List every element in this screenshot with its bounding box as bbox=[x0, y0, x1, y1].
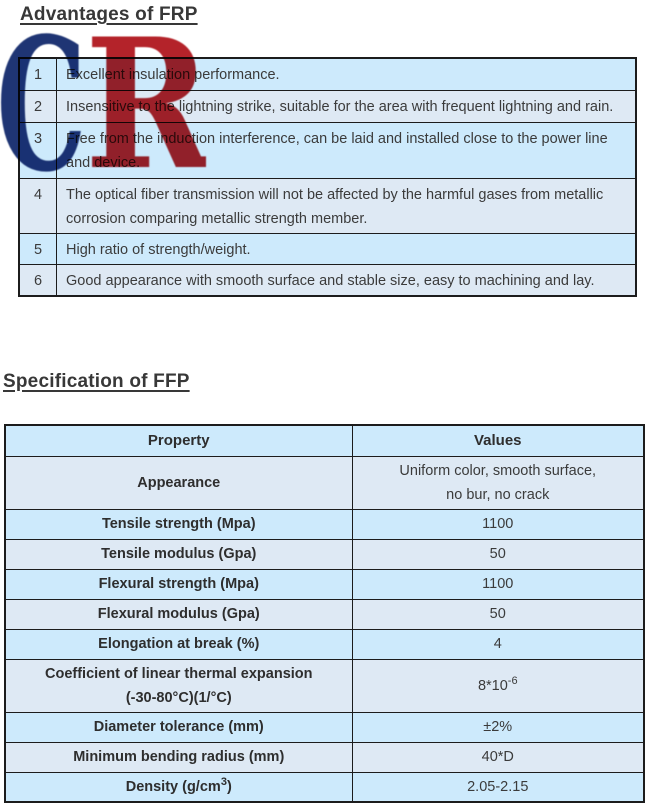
property-cell: Density (g/cm3) bbox=[4, 771, 353, 803]
table-row: Density (g/cm3) 2.05-2.15 bbox=[4, 771, 645, 803]
value-base: 8*10 bbox=[477, 677, 508, 694]
value-cell: 40*D bbox=[351, 741, 645, 773]
advantage-text: Free from the induction interference, ca… bbox=[56, 121, 637, 179]
table-row: 3 Free from the induction interference, … bbox=[18, 121, 637, 179]
values-column-header: Values bbox=[351, 424, 645, 457]
row-number: 4 bbox=[18, 177, 57, 234]
value-cell: ±2% bbox=[351, 711, 645, 743]
property-column-header: Property bbox=[4, 424, 353, 457]
property-suffix: ) bbox=[226, 778, 232, 795]
table-row: Tensile strength (Mpa) 1100 bbox=[4, 508, 645, 540]
advantages-table: 1 Excellent insulation performance. 2 In… bbox=[18, 57, 637, 297]
property-cell: Coefficient of linear thermal expansion … bbox=[4, 658, 353, 713]
table-row: Minimum bending radius (mm) 40*D bbox=[4, 741, 645, 773]
table-row: Appearance Uniform color, smooth surface… bbox=[4, 455, 645, 510]
property-cell: Tensile strength (Mpa) bbox=[4, 508, 353, 540]
row-number: 1 bbox=[18, 57, 57, 91]
table-row: Tensile modulus (Gpa) 50 bbox=[4, 538, 645, 570]
value-cell: 1100 bbox=[351, 508, 645, 540]
table-row: 1 Excellent insulation performance. bbox=[18, 57, 637, 91]
value-cell: 1100 bbox=[351, 568, 645, 600]
property-cell: Flexural modulus (Gpa) bbox=[4, 598, 353, 630]
property-cell: Appearance bbox=[4, 455, 353, 510]
table-row: Flexural strength (Mpa) 1100 bbox=[4, 568, 645, 600]
property-cell: Elongation at break (%) bbox=[4, 628, 353, 660]
advantage-text: High ratio of strength/weight. bbox=[56, 232, 637, 265]
table-header-row: Property Values bbox=[4, 424, 645, 457]
row-number: 3 bbox=[18, 121, 57, 179]
table-row: 6 Good appearance with smooth surface an… bbox=[18, 263, 637, 296]
table-row: 4 The optical fiber transmission will no… bbox=[18, 177, 637, 234]
property-superscript: 3 bbox=[220, 775, 227, 788]
row-number: 6 bbox=[18, 263, 57, 296]
property-cell: Flexural strength (Mpa) bbox=[4, 568, 353, 600]
value-line: Uniform color, smooth surface, bbox=[399, 462, 597, 479]
value-cell: 2.05-2.15 bbox=[351, 771, 645, 803]
advantage-text: Excellent insulation performance. bbox=[56, 57, 637, 91]
property-line: (-30-80°C)(1/°C) bbox=[125, 689, 232, 706]
property-base: Density (g/cm bbox=[125, 778, 221, 795]
table-row: 5 High ratio of strength/weight. bbox=[18, 232, 637, 265]
value-cell: 8*10-6 bbox=[351, 658, 645, 713]
table-row: Flexural modulus (Gpa) 50 bbox=[4, 598, 645, 630]
table-row: Coefficient of linear thermal expansion … bbox=[4, 658, 645, 713]
advantage-text: The optical fiber transmission will not … bbox=[56, 177, 637, 234]
value-cell: 50 bbox=[351, 598, 645, 630]
value-superscript: -6 bbox=[507, 674, 518, 687]
property-line: Coefficient of linear thermal expansion bbox=[45, 665, 313, 682]
advantages-section-title: Advantages of FRP bbox=[20, 4, 198, 25]
table-row: Diameter tolerance (mm) ±2% bbox=[4, 711, 645, 743]
row-number: 5 bbox=[18, 232, 57, 265]
value-cell: 4 bbox=[351, 628, 645, 660]
table-row: 2 Insensitive to the lightning strike, s… bbox=[18, 89, 637, 123]
row-number: 2 bbox=[18, 89, 57, 123]
advantage-text: Insensitive to the lightning strike, sui… bbox=[56, 89, 637, 123]
value-cell: 50 bbox=[351, 538, 645, 570]
value-cell: Uniform color, smooth surface, no bur, n… bbox=[351, 455, 645, 510]
advantage-text: Good appearance with smooth surface and … bbox=[56, 263, 637, 296]
value-line: no bur, no crack bbox=[446, 486, 550, 503]
table-row: Elongation at break (%) 4 bbox=[4, 628, 645, 660]
property-cell: Diameter tolerance (mm) bbox=[4, 711, 353, 743]
specification-section-title: Specification of FFP bbox=[3, 371, 190, 392]
property-cell: Tensile modulus (Gpa) bbox=[4, 538, 353, 570]
property-cell: Minimum bending radius (mm) bbox=[4, 741, 353, 773]
specification-table: Property Values Appearance Uniform color… bbox=[4, 424, 645, 803]
